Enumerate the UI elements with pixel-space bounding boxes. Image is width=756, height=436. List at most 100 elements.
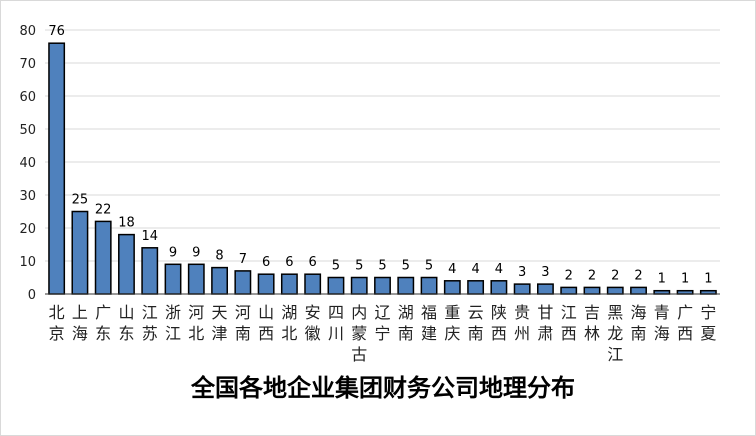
x-category-label: 湖南 (398, 303, 414, 343)
data-label: 2 (588, 268, 596, 283)
bar (467, 280, 485, 295)
bar (211, 266, 228, 295)
data-label: 8 (215, 249, 223, 264)
bar (94, 220, 112, 295)
bar (71, 210, 89, 295)
x-category-label: 重庆 (444, 303, 460, 343)
x-category-label: 湖北 (281, 303, 297, 343)
x-category-label: 内蒙古 (351, 303, 367, 364)
x-category-label: 广东 (95, 303, 111, 343)
data-label: 2 (611, 268, 619, 283)
bar (443, 280, 461, 295)
x-axis-labels: 北京上海广东山东江苏浙江河北天津河南山西湖北安徽四川内蒙古辽宁湖南福建重庆云南陕… (49, 303, 717, 364)
data-label: 9 (192, 245, 200, 260)
bar (234, 270, 252, 295)
x-category-label: 河南 (235, 303, 251, 343)
data-label: 1 (704, 272, 712, 287)
x-category-label: 浙江 (165, 303, 181, 343)
data-label: 9 (169, 245, 177, 260)
x-category-label: 广西 (677, 303, 693, 343)
x-category-label: 海南 (631, 303, 647, 343)
y-tick-label: 0 (28, 288, 36, 303)
data-label: 18 (118, 216, 135, 231)
bar (490, 280, 508, 295)
data-label: 2 (634, 268, 642, 283)
data-label: 6 (262, 255, 270, 270)
x-category-label: 山东 (118, 303, 134, 343)
x-category-label: 青海 (654, 303, 670, 343)
data-label: 25 (72, 193, 89, 208)
y-tick-label: 40 (19, 156, 36, 171)
data-label: 2 (565, 268, 573, 283)
bar (420, 276, 438, 295)
x-category-label: 安徽 (305, 303, 321, 343)
bar (583, 286, 601, 295)
data-label: 14 (141, 229, 158, 244)
bar (187, 263, 205, 295)
bar (560, 286, 578, 295)
data-label: 4 (471, 262, 479, 277)
data-label: 1 (681, 272, 689, 287)
data-label: 1 (658, 272, 666, 287)
x-category-label: 陕西 (491, 303, 507, 343)
data-label: 5 (332, 259, 340, 274)
data-label: 22 (95, 202, 112, 217)
y-tick-label: 10 (19, 255, 36, 270)
chart-title: 全国各地企业集团财务公司地理分布 (190, 374, 575, 402)
bar (327, 276, 345, 295)
data-label: 3 (518, 265, 526, 280)
x-category-label: 甘肃 (537, 303, 553, 343)
gridlines (45, 29, 720, 262)
data-label: 4 (448, 262, 456, 277)
bar (630, 286, 647, 295)
x-category-label: 福建 (421, 303, 437, 343)
bar (397, 276, 415, 295)
x-category-label: 江西 (561, 303, 577, 343)
x-category-label: 黑龙江 (607, 303, 623, 364)
y-axis-ticks: 0 10 20 30 40 50 60 70 80 (19, 24, 36, 303)
bar (304, 273, 322, 295)
bar (141, 247, 159, 295)
data-label: 6 (285, 255, 293, 270)
x-category-label: 天津 (212, 303, 228, 343)
x-category-label: 云南 (468, 303, 484, 343)
bar (606, 286, 624, 295)
bar (48, 42, 66, 295)
data-label: 4 (495, 262, 503, 277)
x-category-label: 贵州 (514, 303, 530, 343)
x-category-label: 上海 (72, 303, 88, 343)
bar (513, 283, 531, 295)
x-category-label: 江苏 (142, 303, 158, 343)
x-category-label: 山西 (258, 303, 274, 343)
data-label: 3 (541, 265, 549, 280)
data-label: 5 (402, 259, 410, 274)
data-label: 5 (355, 259, 363, 274)
data-label: 5 (425, 259, 433, 274)
data-label: 7 (239, 252, 247, 267)
data-label: 6 (309, 255, 317, 270)
y-tick-label: 30 (19, 189, 36, 204)
bar (350, 276, 368, 295)
x-category-label: 辽宁 (374, 303, 390, 343)
y-tick-label: 70 (19, 57, 36, 72)
data-label: 5 (378, 259, 386, 274)
bar (374, 276, 391, 295)
x-category-label: 宁夏 (700, 303, 716, 343)
y-tick-label: 50 (19, 123, 36, 138)
x-category-label: 北京 (49, 303, 65, 343)
bar (164, 263, 182, 295)
bar (280, 273, 298, 295)
bar (257, 273, 275, 295)
y-tick-label: 20 (19, 222, 36, 237)
x-category-label: 吉林 (584, 303, 600, 343)
y-tick-label: 60 (19, 90, 36, 105)
x-category-label: 四川 (328, 303, 344, 343)
x-category-label: 河北 (188, 303, 204, 343)
data-label: 76 (48, 24, 65, 39)
bar (537, 283, 554, 295)
y-tick-label: 80 (19, 24, 36, 39)
bar (118, 233, 135, 295)
